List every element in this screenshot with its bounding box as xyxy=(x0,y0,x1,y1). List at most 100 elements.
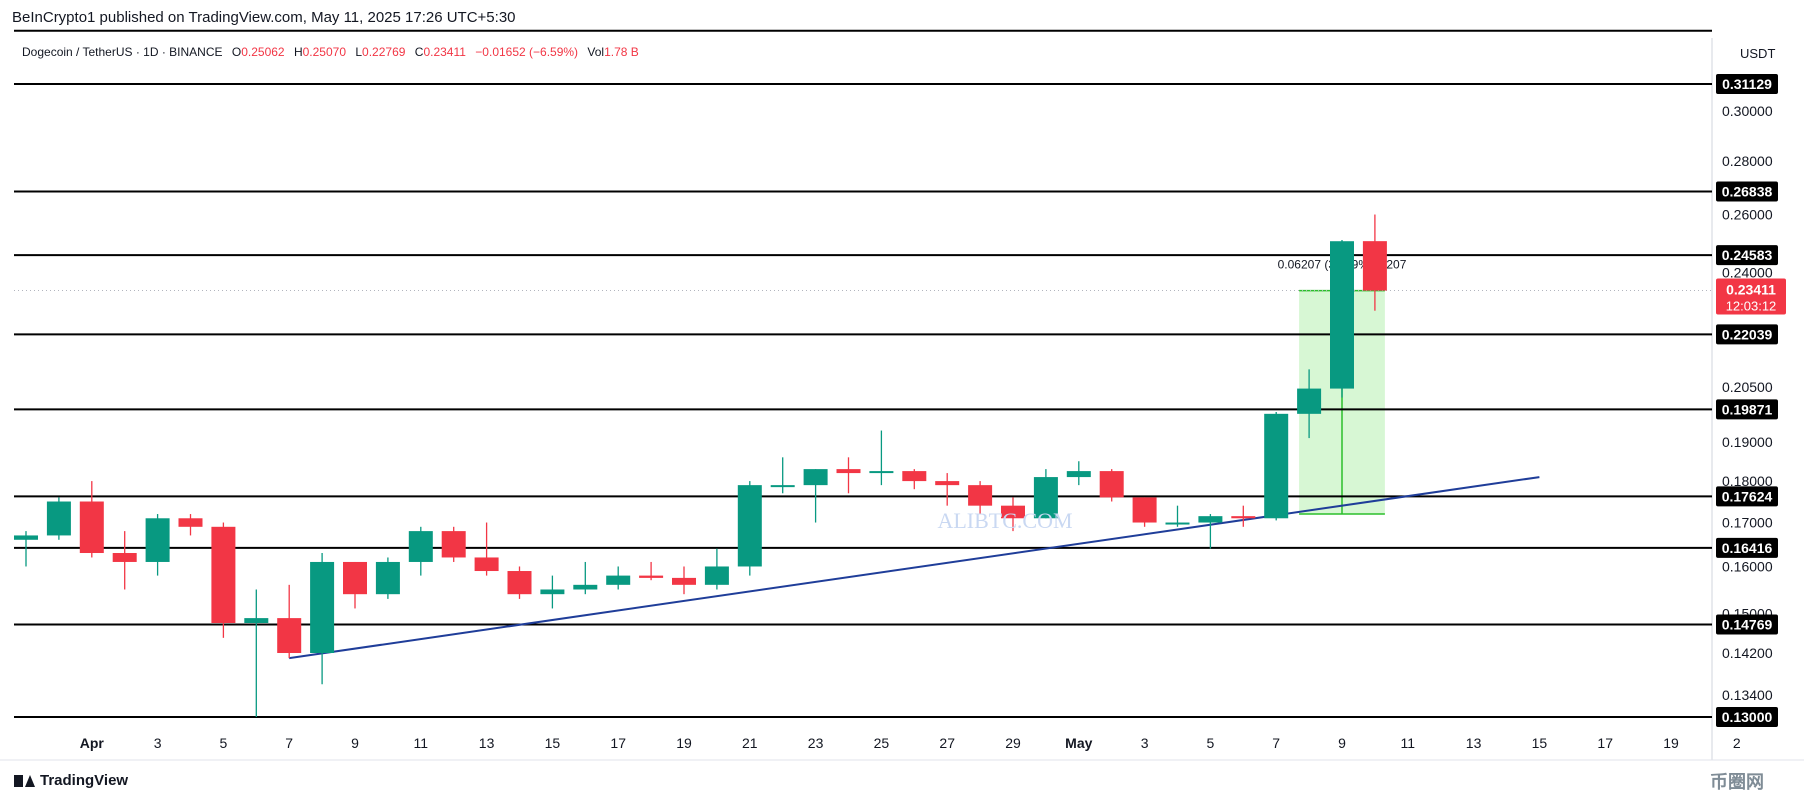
candle xyxy=(540,575,565,609)
level-tag-text: 0.13000 xyxy=(1722,709,1773,725)
candle xyxy=(803,469,828,523)
low-label: L xyxy=(355,45,363,59)
x-tick-label: 19 xyxy=(676,735,692,751)
candle-body xyxy=(704,566,729,585)
high-label: H xyxy=(293,45,303,59)
candle xyxy=(244,589,269,717)
current-price-tag xyxy=(1716,278,1786,315)
x-tick-label: 27 xyxy=(939,735,955,751)
change-value: −0.01652 (−6.59%) xyxy=(475,45,579,59)
candle xyxy=(902,469,927,490)
candle xyxy=(507,566,532,599)
y-tick-label: 0.20500 xyxy=(1722,379,1773,395)
y-tick-label: 0.26000 xyxy=(1722,207,1773,223)
candle xyxy=(935,473,960,506)
x-tick-label: 13 xyxy=(1466,735,1482,751)
level-tag xyxy=(1716,324,1778,345)
candle xyxy=(639,561,664,581)
x-tick-label: 3 xyxy=(154,735,162,751)
candle xyxy=(1033,469,1058,519)
candle-body xyxy=(606,575,631,585)
candle-body xyxy=(79,501,104,554)
level-tag xyxy=(1716,245,1778,266)
x-tick-label: 23 xyxy=(808,735,824,751)
candle xyxy=(343,561,367,609)
x-tick-label: 13 xyxy=(479,735,495,751)
candle-body xyxy=(540,589,565,595)
x-tick-label: May xyxy=(1065,735,1092,751)
level-tag-text: 0.26838 xyxy=(1722,184,1773,200)
y-tick-label: 0.18000 xyxy=(1722,473,1773,489)
candle-body xyxy=(408,531,433,562)
x-tick-label: 2 xyxy=(1733,735,1741,751)
symbol-name: Dogecoin / TetherUS · 1D · BINANCE xyxy=(22,45,223,59)
y-tick-label: 0.17000 xyxy=(1722,515,1773,531)
level-tag xyxy=(1716,74,1778,94)
candles xyxy=(14,214,1387,717)
candle xyxy=(79,481,104,558)
candle-body xyxy=(1198,516,1223,523)
candle-body xyxy=(46,501,71,536)
candle xyxy=(672,566,696,595)
symbol-legend[interactable]: Dogecoin / TetherUS · 1D · BINANCE O0.25… xyxy=(22,45,639,59)
x-tick-label: 21 xyxy=(742,735,758,751)
y-tick-label: 0.30000 xyxy=(1722,103,1773,119)
x-tick-label: 15 xyxy=(545,735,561,751)
candle-body xyxy=(112,553,137,562)
candle-body xyxy=(343,561,367,595)
x-tick-label: 15 xyxy=(1532,735,1548,751)
volume-label: Vol xyxy=(587,45,605,59)
y-tick-label: 0.14200 xyxy=(1722,645,1773,661)
candle xyxy=(145,514,170,576)
tradingview-logo[interactable]: TradingView xyxy=(14,772,128,789)
candle xyxy=(375,557,400,599)
candle xyxy=(1198,514,1223,549)
candle xyxy=(1132,497,1157,527)
candle-body xyxy=(1001,505,1025,519)
candle-body xyxy=(211,526,236,623)
level-tag xyxy=(1716,399,1778,420)
close-label: C xyxy=(414,45,424,59)
candle-body xyxy=(902,471,927,482)
candle xyxy=(211,522,236,638)
x-tick-label: 11 xyxy=(1401,735,1416,751)
candle-body xyxy=(1297,388,1322,414)
candle xyxy=(277,584,302,659)
currency-label: USDT xyxy=(1740,46,1775,61)
candle xyxy=(836,457,861,494)
x-tick-label: 17 xyxy=(1597,735,1613,751)
close-value: 0.23411 xyxy=(423,45,466,59)
candle-body xyxy=(14,535,38,540)
y-tick-label: 0.16000 xyxy=(1722,558,1773,574)
level-tag xyxy=(1716,537,1778,558)
x-tick-label: 9 xyxy=(351,735,359,751)
candle-body xyxy=(1264,413,1289,519)
candle xyxy=(178,514,203,536)
candle xyxy=(14,531,38,567)
candle xyxy=(310,553,335,685)
candle xyxy=(869,430,894,486)
trendline-group xyxy=(289,476,1540,660)
candle-body xyxy=(310,561,335,653)
published-header: BeInCrypto1 published on TradingView.com… xyxy=(12,9,516,26)
candle xyxy=(1297,369,1322,439)
support-resistance-levels xyxy=(14,29,1712,718)
candle xyxy=(573,561,598,595)
level-tag xyxy=(1716,181,1778,202)
candle-body xyxy=(737,485,762,567)
level-tag-text: 0.14769 xyxy=(1722,617,1773,633)
x-tick-label: 25 xyxy=(874,735,890,751)
countdown-value: 12:03:12 xyxy=(1726,299,1777,314)
candle-body xyxy=(1033,477,1058,519)
candle-body xyxy=(1165,522,1190,525)
x-tick-label: 5 xyxy=(220,735,228,751)
level-tag xyxy=(1716,707,1778,727)
candle-body xyxy=(1231,516,1256,519)
x-tick-label: 7 xyxy=(1272,735,1280,751)
candle-body xyxy=(573,584,598,590)
candle xyxy=(1231,505,1256,527)
candle xyxy=(1330,240,1354,398)
x-tick-label: 19 xyxy=(1663,735,1679,751)
price-axis: USDT0.134000.142000.150000.160000.170000… xyxy=(1722,46,1775,703)
